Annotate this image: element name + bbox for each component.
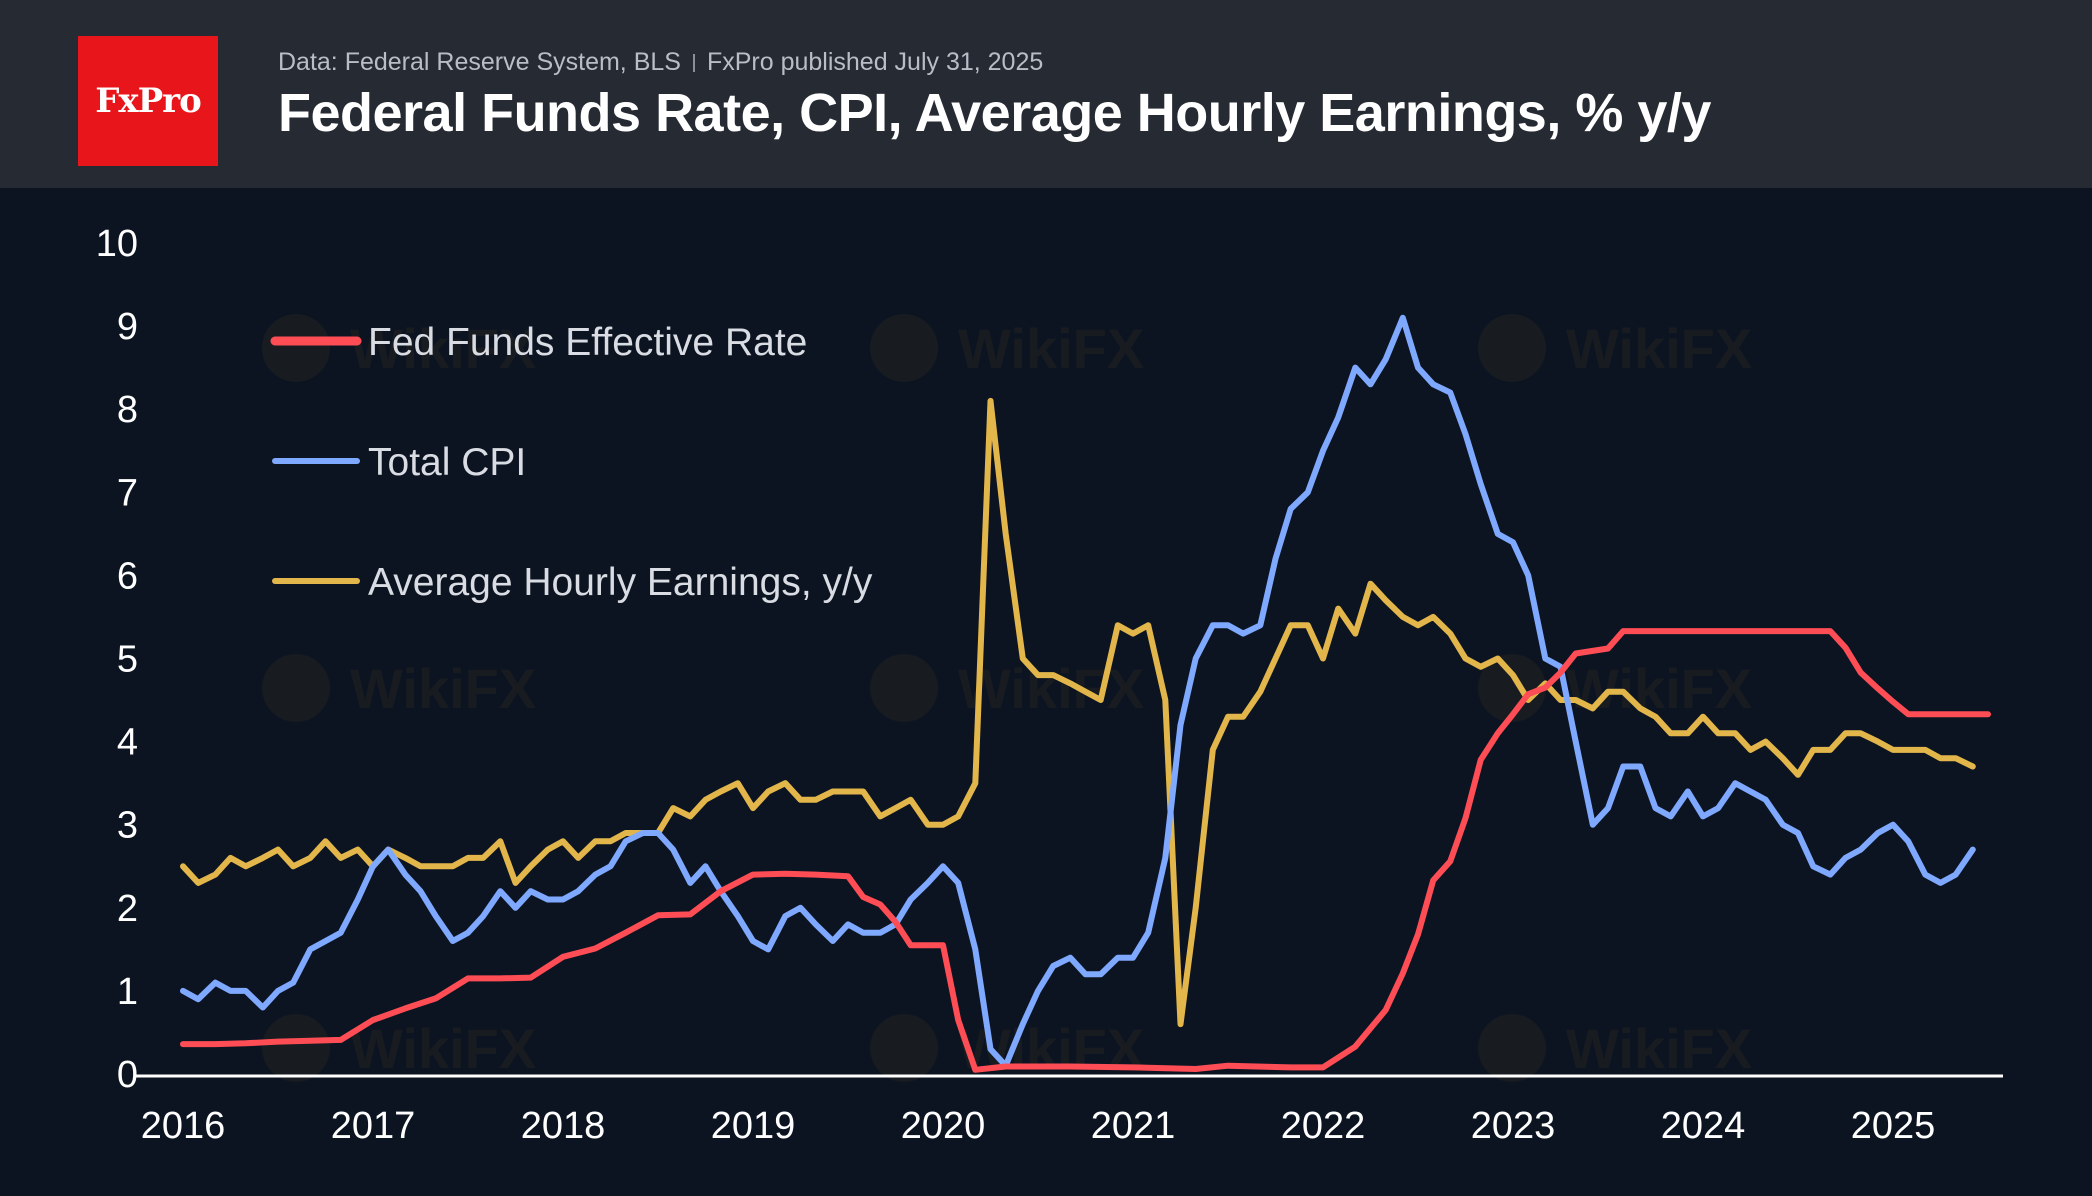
source-text: Data: Federal Reserve System, BLS <box>278 48 681 76</box>
watermark: WikiFX <box>870 1014 1144 1082</box>
watermark-text: WikiFX <box>1566 317 1752 380</box>
watermark-text: WikiFX <box>958 657 1144 720</box>
published-text: FxPro published July 31, 2025 <box>706 48 1044 76</box>
watermark-text: WikiFX <box>350 1017 536 1080</box>
watermark-logo-icon <box>1478 1014 1546 1082</box>
x-tick-label: 2024 <box>1661 1105 1746 1147</box>
legend-item: Average Hourly Earnings, y/y <box>272 561 873 604</box>
series-line-0 <box>180 628 1991 1073</box>
series-line-1 <box>180 314 1976 1069</box>
watermark-logo-icon <box>870 654 938 722</box>
legend-item: Fed Funds Effective Rate <box>270 321 807 364</box>
separator <box>692 53 695 72</box>
watermark: WikiFX <box>1478 314 1752 382</box>
logo-text: FxPro <box>95 81 202 121</box>
source-line: Data: Federal Reserve System, BLS FxPro … <box>278 48 1043 77</box>
watermark-logo-icon <box>870 1014 938 1082</box>
watermark: WikiFX <box>262 314 536 382</box>
fxpro-logo: FxPro <box>78 36 218 166</box>
watermark-text: WikiFX <box>1566 1017 1752 1080</box>
x-tick-label: 2017 <box>331 1105 416 1147</box>
watermark-text: WikiFX <box>350 657 536 720</box>
watermark: WikiFX <box>870 654 1144 722</box>
series-layer <box>180 314 1991 1073</box>
legend-label: Average Hourly Earnings, y/y <box>368 561 873 604</box>
y-tick-label: 5 <box>117 639 138 681</box>
watermark-logo-icon <box>262 314 330 382</box>
watermark: WikiFX <box>1478 1014 1752 1082</box>
legend: Fed Funds Effective Rate Total CPI Average… <box>270 321 873 604</box>
x-tick-label: 2021 <box>1091 1105 1176 1147</box>
watermark-logo-icon <box>870 314 938 382</box>
x-tick-label: 2020 <box>901 1105 986 1147</box>
watermark-text: WikiFX <box>1566 657 1752 720</box>
watermark-text: WikiFX <box>350 317 536 380</box>
y-tick-label: 2 <box>117 888 138 930</box>
series-line-2 <box>180 397 1976 1028</box>
x-tick-label: 2022 <box>1281 1105 1366 1147</box>
x-axis: 2016 2017 2018 2019 2020 2021 2022 2023 2024 2025 <box>136 1074 2003 1147</box>
watermark: WikiFX <box>870 314 1144 382</box>
watermark-logo-icon <box>262 654 330 722</box>
y-tick-label: 10 <box>96 223 138 265</box>
y-tick-label: 6 <box>117 555 138 597</box>
y-axis: 0 1 2 3 4 5 6 7 8 9 10 <box>96 223 138 1096</box>
x-tick-label: 2018 <box>521 1105 606 1147</box>
header-bar: FxPro Data: Federal Reserve System, BLS … <box>0 0 2092 188</box>
y-tick-label: 4 <box>117 722 138 764</box>
watermark-text: WikiFX <box>958 317 1144 380</box>
x-tick-label: 2025 <box>1851 1105 1936 1147</box>
legend-label: Total CPI <box>368 441 526 484</box>
watermark: WikiFX <box>262 1014 536 1082</box>
y-tick-label: 1 <box>117 971 138 1013</box>
watermark-layer: WikiFX WikiFX WikiFX WikiFX WikiFX WikiFX Wiki… <box>262 314 1752 1082</box>
watermark-logo-icon <box>1478 654 1546 722</box>
line-chart: WikiFX WikiFX WikiFX WikiFX WikiFX WikiFX Wiki… <box>96 223 2003 1147</box>
y-tick-label: 0 <box>117 1054 138 1096</box>
y-tick-label: 8 <box>117 389 138 431</box>
watermark: WikiFX <box>262 654 536 722</box>
watermark-logo-icon <box>262 1014 330 1082</box>
watermark-logo-icon <box>1478 314 1546 382</box>
x-tick-label: 2016 <box>141 1105 226 1147</box>
legend-item: Total CPI <box>272 441 526 484</box>
y-tick-label: 9 <box>117 306 138 348</box>
x-tick-label: 2019 <box>711 1105 796 1147</box>
chart-title: Federal Funds Rate, CPI, Average Hourly … <box>278 83 1711 143</box>
x-tick-label: 2023 <box>1471 1105 1556 1147</box>
watermark: WikiFX <box>1478 654 1752 722</box>
y-tick-label: 3 <box>117 805 138 847</box>
legend-label: Fed Funds Effective Rate <box>368 321 807 364</box>
y-tick-label: 7 <box>117 472 138 514</box>
